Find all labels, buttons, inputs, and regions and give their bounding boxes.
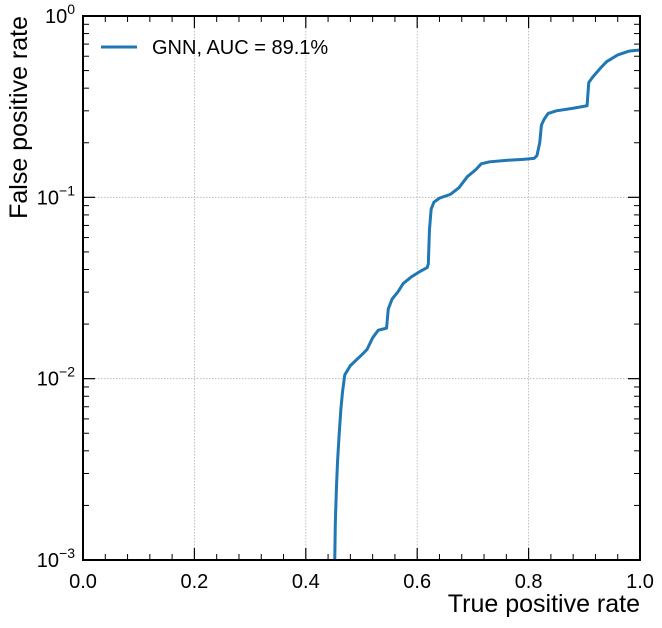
y-tick-label: 10−3 — [37, 545, 75, 572]
legend: GNN, AUC = 89.1% — [101, 37, 328, 59]
x-axis-label: True positive rate — [448, 590, 640, 618]
legend-label-gnn: GNN, AUC = 89.1% — [152, 37, 328, 59]
y-axis-label: False positive rate — [5, 16, 33, 219]
series-layer — [333, 48, 640, 560]
grid-lines — [83, 16, 640, 560]
x-tick-label: 0.4 — [292, 571, 320, 593]
x-tick-label: 0.8 — [515, 571, 543, 593]
x-tick-label: 1.0 — [626, 571, 654, 593]
y-tick-label: 10−2 — [37, 364, 75, 391]
series-line-0 — [333, 48, 640, 560]
axis-ticks — [82, 15, 641, 561]
x-tick-label: 0.6 — [403, 571, 431, 593]
y-tick-label: 10−1 — [37, 182, 75, 209]
x-tick-label: 0.0 — [69, 571, 97, 593]
plot-frame — [82, 15, 641, 561]
x-tick-label: 0.2 — [180, 571, 208, 593]
x-tick-labels: 0.0 0.2 0.4 0.6 0.8 1.0 — [69, 571, 654, 593]
y-tick-labels: 10−3 10−2 10−1 100 — [37, 1, 75, 572]
y-tick-label: 100 — [45, 1, 75, 28]
